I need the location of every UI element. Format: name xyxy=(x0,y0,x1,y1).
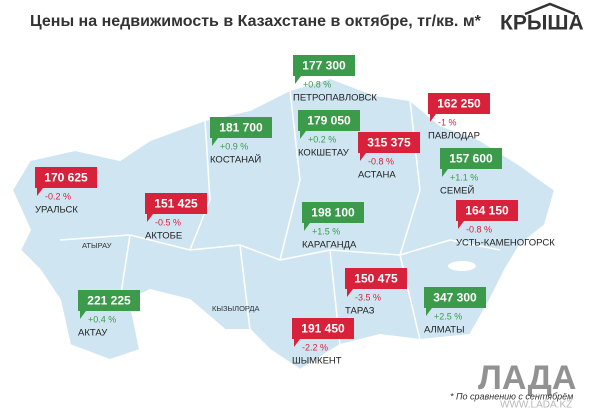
price: 315 375 xyxy=(367,136,411,150)
city-name: ПЕТРОПАВЛОВСК xyxy=(293,93,377,104)
price-flag xyxy=(298,110,360,139)
price-flag xyxy=(358,132,420,161)
price: 150 475 xyxy=(354,272,398,286)
region-label: КЫЗЫЛОРДА xyxy=(212,304,260,313)
city-name: СЕМЕЙ xyxy=(440,185,474,197)
city-name: АКТАУ xyxy=(78,328,108,339)
price: 162 250 xyxy=(437,97,481,111)
title: Цены на недвижимость в Казахстане в октя… xyxy=(30,13,482,30)
city-name: УСТЬ-КАМЕНОГОРСК xyxy=(456,238,555,249)
logo-roof xyxy=(524,2,576,16)
change: +0.8 % xyxy=(303,79,331,89)
footnote: * По сравнению с сентябрём xyxy=(450,391,573,401)
price: 347 300 xyxy=(433,291,477,305)
price-flag xyxy=(345,268,407,297)
price-flag xyxy=(35,167,97,196)
price-flag xyxy=(428,93,490,122)
change: -2.2 % xyxy=(302,342,328,352)
city-name: КОСТАНАЙ xyxy=(210,154,261,166)
price-flag xyxy=(293,55,355,84)
change: -0.8 % xyxy=(368,156,394,166)
price: 177 300 xyxy=(302,59,346,73)
change: -0.2 % xyxy=(45,191,71,201)
price-flag xyxy=(78,290,140,319)
price-flag xyxy=(302,202,364,231)
price-flag xyxy=(440,148,502,177)
price: 151 425 xyxy=(154,197,198,211)
price: 170 625 xyxy=(44,171,88,185)
change: -0.5 % xyxy=(155,217,181,227)
city-name: ПАВЛОДАР xyxy=(428,131,480,142)
price-flag xyxy=(210,117,272,146)
watermark-logo: ЛАДА xyxy=(478,359,576,397)
lake xyxy=(448,261,476,271)
change: +0.2 % xyxy=(308,134,336,144)
price: 164 150 xyxy=(465,204,509,218)
change: +1.1 % xyxy=(450,172,478,182)
change: -3.5 % xyxy=(355,292,381,302)
logo: КРЫША xyxy=(500,12,584,35)
price: 179 050 xyxy=(307,114,351,128)
region-borders xyxy=(59,89,501,346)
city-name: АКТОБЕ xyxy=(145,231,182,242)
city-name: ШЫМКЕНТ xyxy=(292,356,342,367)
city-name: КАРАГАНДА xyxy=(302,240,357,251)
price: 221 225 xyxy=(87,294,131,308)
change: +0.4 % xyxy=(88,314,116,324)
price-flag xyxy=(145,193,207,222)
watermark-url: WWW.LADA.KZ xyxy=(500,400,572,411)
change: +2.5 % xyxy=(434,311,462,321)
change: +0.9 % xyxy=(220,141,248,151)
city-name: КОКШЕТАУ xyxy=(298,148,350,159)
price: 198 100 xyxy=(311,206,355,220)
price: 157 600 xyxy=(449,152,493,166)
city-name: АСТАНА xyxy=(358,170,396,181)
change: -1 % xyxy=(438,117,457,127)
city-name: АЛМАТЫ xyxy=(424,325,465,336)
price: 181 700 xyxy=(219,121,263,135)
region-label: АТЫРАУ xyxy=(82,241,112,250)
price: 191 450 xyxy=(301,322,345,336)
change: +1.5 % xyxy=(312,226,340,236)
price-flag xyxy=(292,318,354,347)
city-name: УРАЛЬСК xyxy=(35,205,78,216)
change: -0.8 % xyxy=(466,224,492,234)
city-name: ТАРАЗ xyxy=(345,306,375,317)
price-flag xyxy=(424,287,486,316)
price-flag xyxy=(456,200,518,229)
